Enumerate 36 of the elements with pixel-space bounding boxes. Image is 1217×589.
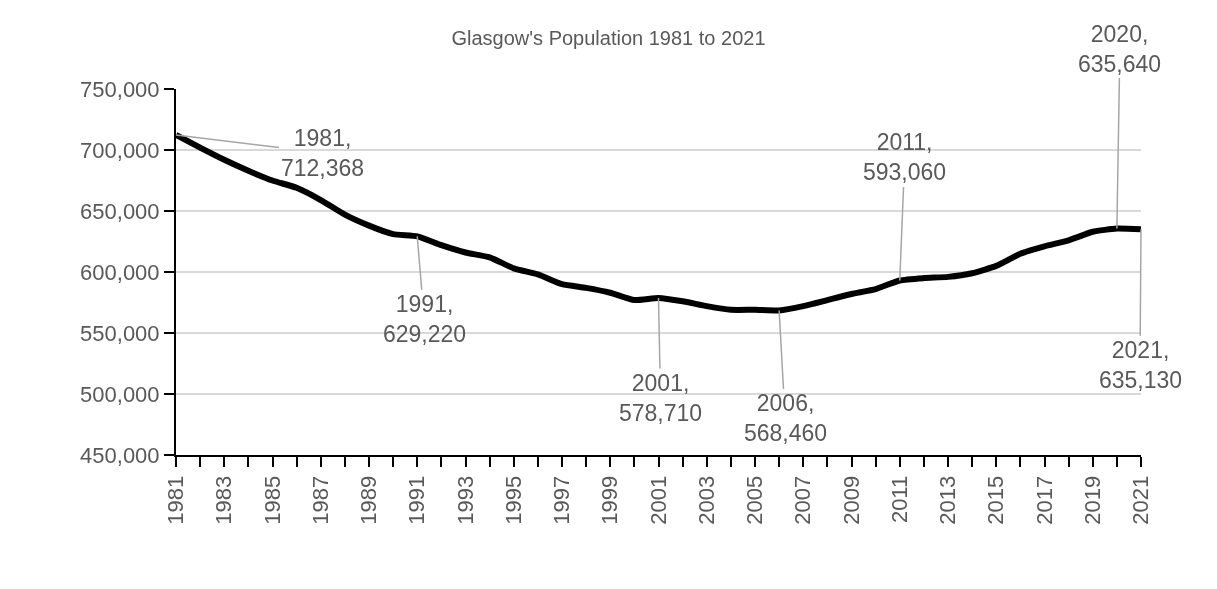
annotation: 2001, 578,710 xyxy=(619,370,703,426)
x-tick-label: 2015 xyxy=(983,475,1009,525)
y-tick-label: 500,000 xyxy=(80,381,160,407)
annotation: 2020, 635,640 xyxy=(1078,21,1162,77)
y-tick-label: 600,000 xyxy=(80,259,160,285)
x-tick-label: 2003 xyxy=(693,475,719,525)
x-tick-label: 2001 xyxy=(645,475,671,525)
y-tick-label: 750,000 xyxy=(80,76,160,102)
y-tick-label: 700,000 xyxy=(80,137,160,163)
x-tick-label: 1993 xyxy=(452,475,478,525)
x-tick-label: 1991 xyxy=(404,475,430,525)
x-tick-label: 1987 xyxy=(307,475,333,525)
y-tick-label: 550,000 xyxy=(80,320,160,346)
x-tick-label: 1983 xyxy=(211,475,237,525)
annotation: 2021, 635,130 xyxy=(1099,337,1183,393)
x-tick-label: 1989 xyxy=(356,475,382,525)
x-tick-label: 2017 xyxy=(1031,475,1057,525)
x-tick-label: 1985 xyxy=(259,475,285,525)
annotation: 1981, 712,368 xyxy=(281,125,365,181)
y-tick-label: 650,000 xyxy=(80,198,160,224)
x-tick-label: 2021 xyxy=(1128,475,1154,525)
x-tick-label: 1997 xyxy=(549,475,575,525)
y-tick-label: 450,000 xyxy=(80,442,160,468)
annotation: 2006, 568,460 xyxy=(744,390,828,446)
annotation: 1991, 629,220 xyxy=(383,291,467,347)
x-tick-label: 1995 xyxy=(500,475,526,525)
x-tick-label: 2011 xyxy=(886,475,912,524)
x-tick-label: 2013 xyxy=(935,475,961,525)
x-tick-label: 2005 xyxy=(742,475,768,525)
chart-title: Glasgow's Population 1981 to 2021 xyxy=(451,27,766,50)
x-tick-label: 1999 xyxy=(597,475,623,525)
x-tick-label: 2009 xyxy=(838,475,864,525)
x-tick-label: 2007 xyxy=(790,475,816,525)
x-tick-label: 1981 xyxy=(163,475,189,525)
x-tick-label: 2019 xyxy=(1079,475,1105,525)
annotation: 2011, 593,060 xyxy=(863,129,947,185)
